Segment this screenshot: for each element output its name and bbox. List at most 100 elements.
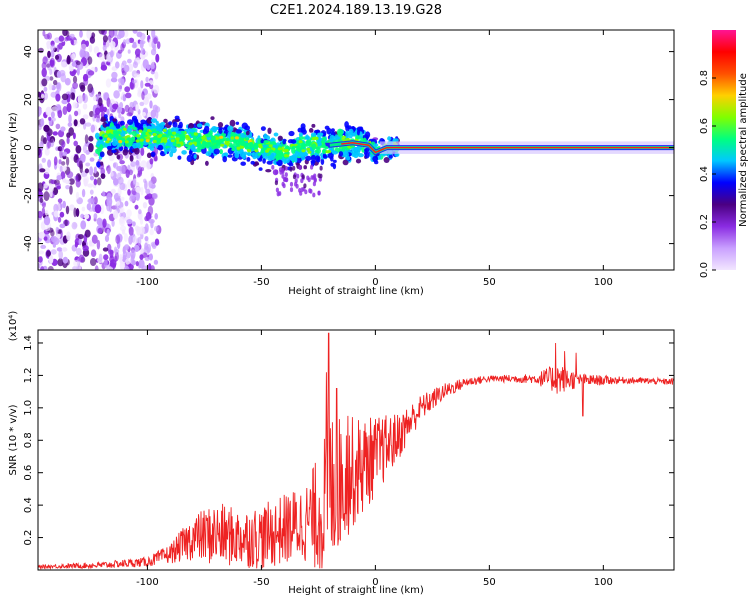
spectrogram-cell [322,137,326,141]
spectrogram-cell [80,220,87,230]
spectrogram-cell [49,187,53,198]
spectrogram-cell [310,154,316,162]
spectrogram-cell [56,70,62,78]
spectrogram-cell [142,59,149,69]
spectrogram-cell [66,171,74,179]
spectrogram-cell [278,191,282,196]
spectrogram-cell [153,37,158,45]
spectrogram-cell [84,213,90,220]
spectrogram-cell [41,78,48,87]
spectrogram-cell [135,186,142,193]
spectrogram-cell [243,151,248,156]
spectrogram-cell [274,180,278,186]
spectrogram-cell [345,156,351,161]
spectrogram-cell [65,205,70,215]
spectrogram-cell [222,133,226,137]
spectrogram-cell [87,83,93,93]
spectrogram-cell [209,135,217,142]
spectrogram-cell [150,109,156,119]
spectrogram-cell [151,125,158,129]
spectrogram-cell [85,40,89,47]
spectrogram-cell [59,165,63,173]
spectrogram-cell [138,152,142,162]
spectrogram-cell [281,174,285,179]
spectrogram-cell [51,235,58,243]
spectrogram-cell [43,92,48,100]
spectrogram-cell [356,126,363,132]
spectrogram-cell [55,93,61,102]
spectrogram-cell [260,139,265,144]
spectrogram-cell [113,246,118,255]
spectrogram-cell [170,146,177,154]
spectrogram-cell [313,178,317,183]
spectrogram-cell [139,40,144,49]
spectrogram-cell [68,127,74,136]
snr-y-ticks: 0.2 0.4 0.6 0.8 1.0 1.2 1.4 [23,335,674,546]
spectrogram-cell [90,124,96,133]
spectrogram-cell [289,181,294,187]
spectrogram-cell [93,46,100,55]
spectrogram-cell [188,149,193,156]
spectrogram-cell [284,177,288,183]
spectrogram-cell [113,90,120,99]
spectrogram-cell [94,132,100,140]
spectrogram-cell [39,168,46,173]
spectrogram-cell [119,102,124,109]
spectrogram-cell [120,206,125,214]
spectrogram-cell [57,216,62,223]
spectrogram-cell [298,132,303,137]
spectrogram-cell [144,223,149,234]
spectrogram-cell [82,114,89,120]
spectrogram-cell [55,182,61,188]
spectrogram-cell [59,203,64,209]
spectrogram-cell [82,103,88,110]
spectrogram-cell [170,139,175,143]
spectrogram-cell [148,218,155,224]
x-tick-label: -100 [136,577,159,588]
spectrogram-cell [79,118,86,125]
spectrogram-cell [145,76,149,83]
spectrogram-cell [137,87,143,95]
spectrogram-cell [85,122,92,127]
spectrogram-cell [118,140,123,144]
spectrogram-cell [47,141,51,149]
spectrogram-cell [40,221,46,231]
spectrogram-cell [50,91,57,98]
spectrogram-cell [89,166,94,176]
snr-frame [37,329,675,571]
spectrogram-cell [85,162,91,167]
spectrogram-cell [146,152,152,159]
spectrogram-cell [254,162,260,166]
spectrogram-cell [234,136,239,140]
spectrogram-cell [140,47,146,55]
spectrogram-cell [82,176,90,184]
spectrogram-cell [257,152,262,156]
spectrogram-cell [244,146,249,150]
spectrogram-cell [193,132,198,136]
spectrogram-cell [205,160,209,166]
spectrogram-cell [57,109,63,119]
spectrogram-cell [149,228,154,236]
spectrogram-cell [193,138,197,142]
spectrogram-cell [102,35,108,43]
spectrogram-cell [263,133,268,141]
spectrogram-cell [299,191,303,196]
spectrogram-cell [152,132,157,137]
spectrogram-cell [62,106,68,115]
spectrogram-cell [267,127,272,134]
spectrogram-cell [126,219,133,225]
spectrogram-xlabel: Height of straight line (km) [288,286,424,297]
spectrogram-cell [48,254,54,264]
x-tick-label: 50 [483,277,496,288]
spectrogram-cell [69,185,73,195]
spectrogram-cell [62,256,69,264]
spectrogram-cell [266,160,273,165]
spectrogram-cell [43,183,48,189]
spectrogram-cell [124,86,131,93]
spectrogram-cell [150,48,157,56]
snr-xlabel: Height of straight line (km) [288,585,424,596]
spectrogram-cell [53,156,58,166]
spectrogram-cell [132,30,138,34]
spectrogram-cell [153,156,158,162]
